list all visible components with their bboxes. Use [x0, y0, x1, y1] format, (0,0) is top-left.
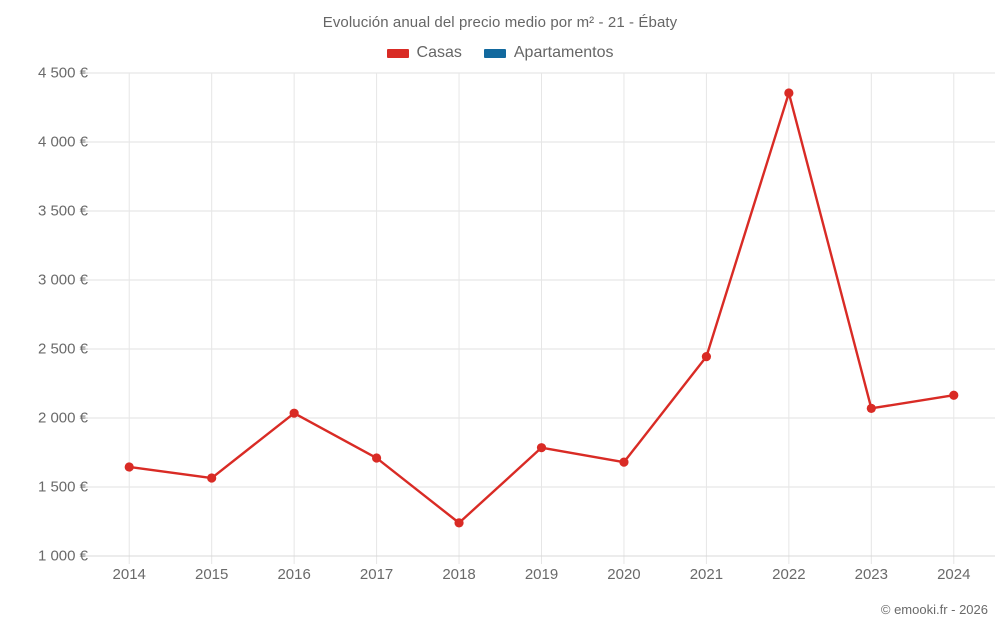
x-axis-tick-label: 2024	[937, 566, 971, 583]
data-point-casas[interactable]	[289, 408, 299, 418]
legend-item-apartamentos[interactable]: Apartamentos	[483, 44, 614, 62]
x-axis-tick-label: 2018	[442, 566, 476, 583]
y-axis-tick-label: 4 500 €	[37, 64, 88, 82]
x-axis-tick-label: 2015	[194, 566, 229, 583]
x-axis-tick-label: 2020	[607, 566, 641, 583]
chart-legend: Casas Apartamentos	[0, 44, 1000, 62]
chart-title: Evolución anual del precio medio por m² …	[322, 14, 678, 31]
y-axis-tick-label: 2 000 €	[37, 409, 88, 427]
legend-label-casas: Casas	[416, 44, 462, 61]
legend-item-casas[interactable]: Casas	[386, 44, 462, 62]
y-axis-tick-label: 1 500 €	[37, 478, 88, 496]
series-layer	[124, 88, 959, 528]
legend-swatch-apartamentos	[483, 48, 506, 58]
data-point-casas[interactable]	[124, 462, 134, 472]
x-axis-tick-label: 2017	[359, 566, 394, 583]
data-point-casas[interactable]	[207, 473, 217, 483]
data-point-casas[interactable]	[866, 403, 876, 413]
x-axis-tick-label: 2021	[689, 566, 724, 583]
gridlines	[82, 72, 995, 564]
data-point-casas[interactable]	[784, 88, 794, 98]
x-axis-tick-label: 2016	[277, 566, 311, 583]
data-point-casas[interactable]	[619, 457, 629, 467]
legend-swatch-casas	[386, 48, 409, 58]
x-axis-tick-label: 2019	[524, 566, 559, 583]
y-axis-tick-label: 3 500 €	[37, 202, 88, 220]
data-point-casas[interactable]	[536, 443, 547, 453]
x-axis-tick-label: 2023	[854, 566, 888, 583]
data-point-casas[interactable]	[454, 518, 464, 528]
y-axis-tick-label: 1 000 €	[37, 547, 88, 565]
footer-credit: © emooki.fr - 2026	[880, 602, 988, 617]
y-axis-tick-label: 2 500 €	[37, 340, 88, 358]
data-point-casas[interactable]	[949, 390, 959, 400]
data-point-casas[interactable]	[371, 453, 382, 463]
x-axis-tick-label: 2014	[112, 566, 146, 583]
y-axis-tick-label: 4 000 €	[37, 133, 88, 151]
x-axis-tick-label: 2022	[772, 566, 806, 583]
data-point-casas[interactable]	[701, 351, 712, 362]
legend-label-apartamentos: Apartamentos	[513, 44, 614, 61]
y-axis-tick-label: 3 000 €	[37, 271, 88, 289]
